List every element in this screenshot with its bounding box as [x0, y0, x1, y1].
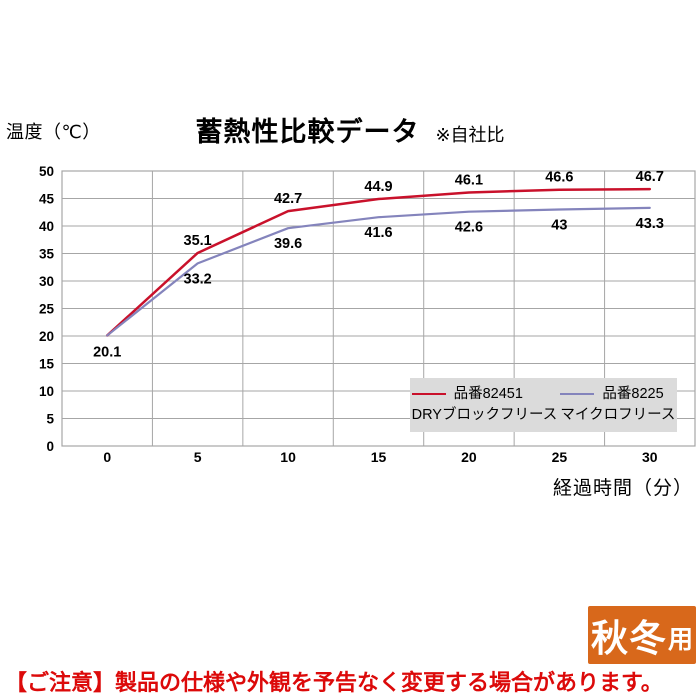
season-badge-sub-text: 用	[667, 626, 693, 654]
y-tick-label: 25	[39, 302, 55, 317]
x-tick-label: 10	[280, 449, 296, 465]
y-tick-label: 30	[39, 274, 54, 289]
x-tick-label: 30	[642, 449, 658, 465]
legend-swatch-blue-line	[560, 393, 595, 396]
season-badge: 秋冬 用	[588, 606, 696, 664]
data-label: 42.6	[455, 220, 483, 236]
y-tick-label: 45	[39, 192, 55, 207]
data-label: 44.9	[364, 179, 392, 195]
data-label: 46.1	[455, 172, 483, 188]
notice-text: 【ご注意】製品の仕様や外観を予告なく変更する場合があります。	[5, 670, 663, 695]
data-label: 33.2	[184, 271, 212, 287]
chart-subtitle: ※自社比	[435, 125, 505, 145]
x-tick-label: 0	[103, 449, 111, 465]
legend-series-name: 品番82451	[453, 385, 523, 402]
data-label: 41.6	[364, 225, 392, 241]
data-label: 35.1	[184, 233, 212, 249]
data-label: 46.6	[545, 170, 573, 186]
x-tick-label: 20	[461, 449, 477, 465]
chart-title: 蓄熱性比較データ	[195, 117, 420, 147]
legend-swatch-red-line	[411, 393, 446, 396]
y-tick-label: 35	[39, 247, 55, 262]
series-line-品番8225	[106, 206, 651, 337]
y-tick-label: 50	[39, 164, 54, 179]
data-label: 43	[551, 218, 567, 234]
plot-border	[61, 170, 696, 447]
data-label: 42.7	[274, 191, 302, 207]
y-tick-label: 10	[39, 384, 54, 399]
legend-entry-8225: 品番8225 マイクロフリース	[560, 384, 675, 426]
legend-series-subname: DRYブロックフリース	[411, 407, 558, 423]
y-tick-label: 0	[46, 439, 54, 454]
x-tick-label: 25	[552, 449, 568, 465]
x-tick-label: 5	[194, 449, 202, 465]
data-label: 43.3	[636, 216, 664, 232]
legend: 品番82451 DRYブロックフリース 品番8225 マイクロフリース	[410, 378, 677, 432]
data-label: 20.1	[93, 344, 121, 360]
x-tick-label: 15	[371, 449, 387, 465]
y-tick-label: 40	[39, 219, 54, 234]
legend-series-subname: マイクロフリース	[560, 407, 676, 423]
data-label: 39.6	[274, 236, 302, 252]
y-tick-label: 15	[39, 357, 55, 372]
data-label: 46.7	[636, 169, 664, 185]
series-line-品番82451	[105, 187, 652, 337]
chart-header: 蓄熱性比較データ ※自社比	[0, 110, 700, 149]
legend-entry-82451: 品番82451 DRYブロックフリース	[411, 384, 558, 426]
legend-series-name: 品番8225	[602, 385, 664, 402]
x-axis-title: 経過時間（分）	[552, 478, 693, 499]
y-tick-label: 20	[39, 329, 54, 344]
y-axis-unit-label: 温度（℃）	[6, 122, 101, 142]
season-badge-main-text: 秋冬	[590, 618, 667, 659]
y-tick-label: 5	[46, 412, 54, 427]
